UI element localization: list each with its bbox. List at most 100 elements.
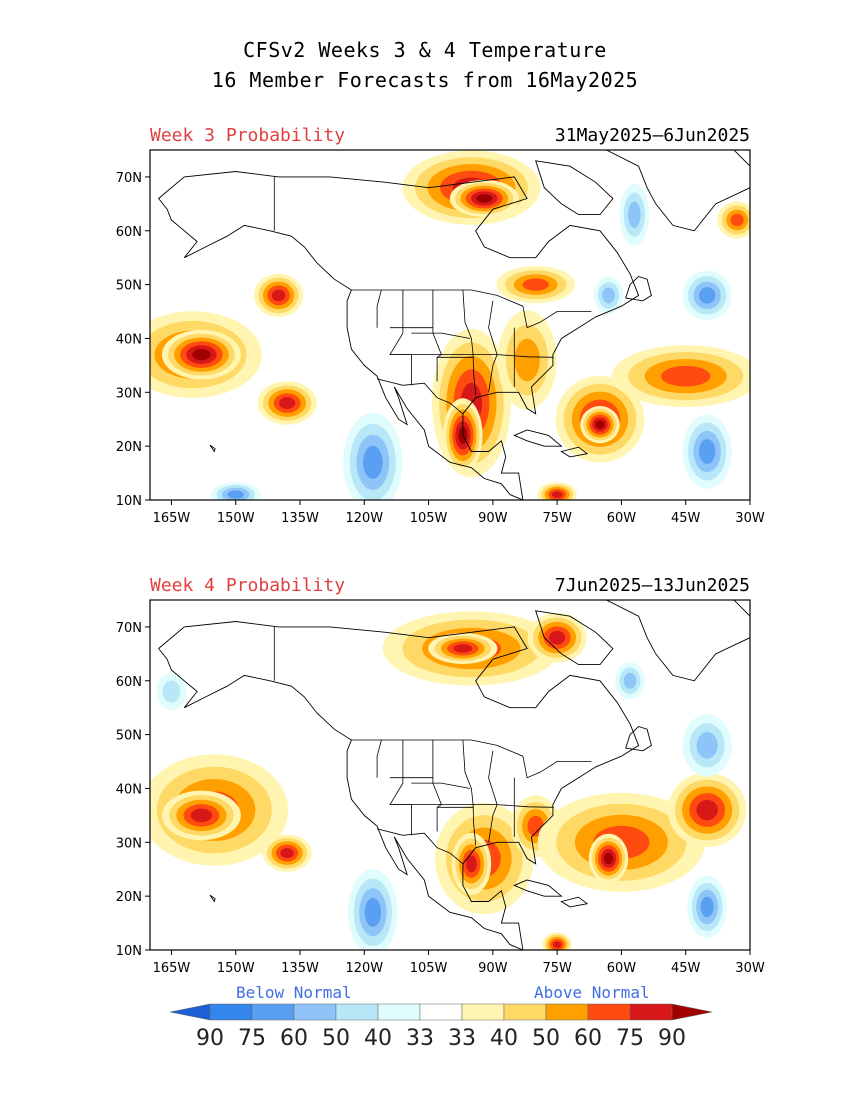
map-frame [149, 599, 751, 951]
legend-value: 75 [238, 1026, 266, 1050]
lat-label: 40N [116, 782, 142, 797]
panel1-dates: 31May2025—6Jun2025 [554, 125, 750, 146]
coastline-6 [209, 894, 216, 903]
legend-swatch [419, 1003, 463, 1021]
legend-value: 90 [196, 1026, 224, 1050]
anomaly-blob-13-layer-3 [364, 897, 382, 927]
week3-map: 165W 150W 135W 120W 105W 90W 75W 60W 45W 30W 70N 60… [116, 149, 765, 525]
lon-label: 90W [478, 961, 508, 975]
legend-value: 33 [406, 1026, 434, 1050]
coastline-2 [535, 610, 614, 666]
legend-value: 75 [616, 1026, 644, 1050]
panel2-dates: 7Jun2025—13Jun2025 [554, 575, 750, 596]
legend-value: 90 [658, 1026, 686, 1050]
lat-label: 50N [116, 279, 142, 294]
legend-swatch [461, 1003, 505, 1021]
anomaly-blob-3-layer-4 [279, 397, 296, 409]
legend-swatch [377, 1003, 421, 1021]
anomaly-blob-16-layer-3 [227, 490, 244, 499]
lon-label: 75W [542, 511, 572, 525]
coastline-1 [605, 150, 750, 232]
lon-label: 165W [153, 961, 191, 975]
color-legend: 90 75 60 50 40 33 33 40 50 60 75 90 [170, 1003, 713, 1050]
lon-label: 150W [217, 961, 255, 975]
anomaly-blob-11-layer-5 [595, 420, 605, 429]
legend-swatch [545, 1003, 589, 1021]
lon-label: 165W [153, 511, 191, 525]
lat-label: 30N [116, 386, 142, 401]
anomaly-blob-15-layer-3 [363, 445, 383, 479]
lon-label: 105W [410, 961, 448, 975]
panel2-label: Week 4 Probability [150, 575, 346, 596]
border-1 [351, 739, 592, 779]
anomaly-blob-15-layer-2 [696, 732, 718, 759]
lon-label: 60W [607, 511, 637, 525]
anomaly-blob-11-layer-4 [696, 799, 718, 821]
legend-arrow-right [671, 1003, 713, 1021]
anomaly-blob-12-layer-3 [661, 365, 711, 387]
legend-value: 40 [490, 1026, 518, 1050]
anomaly-blob-14-layer-3 [700, 896, 714, 918]
coastline-0 [157, 171, 640, 500]
lon-label: 30W [735, 961, 765, 975]
anomaly-blob-14-layer-4 [551, 491, 563, 498]
anomaly-blob-12-layer-4 [553, 941, 562, 948]
anomaly-blob-2-layer-4 [280, 848, 294, 859]
week4-map: 165W 150W 135W 120W 105W 90W 75W 60W 45W 30W 70N 60… [116, 599, 765, 975]
coastline-5 [625, 275, 652, 302]
legend-swatch [209, 1003, 253, 1021]
anomaly-blob-9-layer-2 [514, 338, 540, 382]
coastline-0 [157, 621, 640, 950]
coastline-3 [513, 429, 563, 447]
anomaly-blob-5-layer-4 [549, 630, 566, 645]
legend-swatch [335, 1003, 379, 1021]
lon-label: 120W [345, 511, 383, 525]
anomaly-blob-7-layer-4 [466, 855, 477, 873]
anomaly-blob-1-layer-4 [190, 808, 213, 823]
lat-label: 70N [116, 621, 142, 636]
legend-value: 60 [574, 1026, 602, 1050]
legend-value: 33 [448, 1026, 476, 1050]
border-1 [351, 289, 592, 329]
legend-below-label: Below Normal [236, 983, 352, 1002]
lon-label: 90W [478, 511, 508, 525]
legend-swatch [251, 1003, 295, 1021]
lon-label: 60W [607, 961, 637, 975]
legend-swatch [293, 1003, 337, 1021]
coastline-5 [625, 725, 652, 752]
lat-label: 10N [116, 494, 142, 509]
anomaly-blob-5-layer-5 [476, 194, 493, 203]
lat-label: 10N [116, 944, 142, 959]
coastline-3 [513, 879, 563, 897]
coastline-6 [209, 444, 216, 453]
border-2 [377, 378, 464, 415]
lon-label: 135W [281, 511, 319, 525]
lat-label: 40N [116, 332, 142, 347]
lat-label: 60N [116, 675, 142, 690]
lon-label: 150W [217, 511, 255, 525]
lat-label: 70N [116, 171, 142, 186]
lon-label: 120W [345, 961, 383, 975]
border-12 [376, 289, 382, 328]
anomaly-blob-1-layer-5 [192, 348, 211, 361]
lon-label: 105W [410, 511, 448, 525]
legend-above-label: Above Normal [534, 983, 650, 1002]
title-line-1: CFSv2 Weeks 3 & 4 Temperature [243, 38, 607, 62]
border-9 [411, 332, 471, 339]
anomaly-blob-6-layer-3 [522, 278, 549, 291]
legend-swatch [503, 1003, 547, 1021]
border-5 [462, 739, 477, 846]
anomaly-blob-17-layer-3 [698, 439, 716, 464]
anomaly-blob-10-layer-5 [604, 852, 614, 865]
coastline-2 [535, 160, 614, 216]
coastline-1 [605, 600, 750, 682]
legend-swatch [629, 1003, 673, 1021]
anomaly-blob-2-layer-4 [271, 289, 286, 302]
anomaly-blob-20-layer-2 [602, 287, 615, 304]
panel1-label: Week 3 Probability [150, 125, 346, 146]
border-12 [376, 739, 382, 778]
anomaly-blob-4-layer-4 [453, 644, 473, 653]
lon-label: 75W [542, 961, 572, 975]
anomaly-blob-13-layer-3 [730, 213, 744, 227]
lon-label: 135W [281, 961, 319, 975]
